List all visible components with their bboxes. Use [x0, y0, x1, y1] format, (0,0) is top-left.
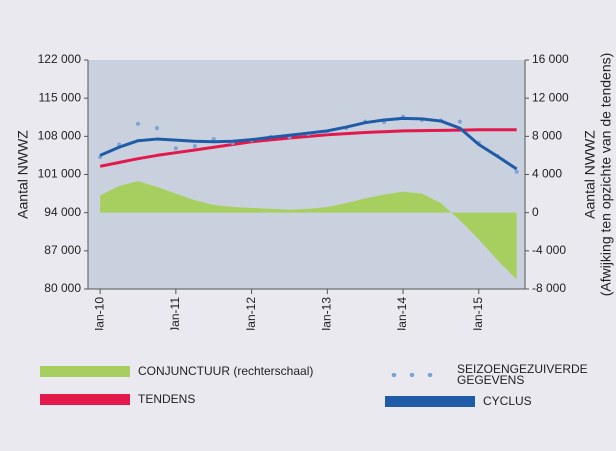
- x-tick-label: Jan-13: [319, 297, 333, 330]
- x-tick-label: Jan-11: [168, 297, 182, 330]
- legend-item: TENDENS: [40, 392, 195, 406]
- y-tick-label: 94 000: [44, 205, 81, 219]
- plot-area: [88, 60, 525, 289]
- x-tick-label: Jan-14: [395, 297, 409, 330]
- y2-tick-label: -8 000: [532, 281, 566, 295]
- y2-tick-label: 0: [532, 205, 539, 219]
- x-tick-label: Jan-12: [244, 297, 258, 330]
- dot: [211, 137, 216, 142]
- y2-axis-label: (Afwijking ten opzichte van de tendens): [598, 53, 614, 297]
- legend-swatch: [40, 393, 130, 405]
- chart: 80 000 87 000 94 000 101 000 108 000 115 000 1…: [15, 52, 614, 330]
- y-tick-label: 115 000: [39, 90, 82, 104]
- legend-label: CONJUNCTUUR (rechterschaal): [138, 364, 314, 378]
- dot: [135, 121, 140, 126]
- line: [99, 116, 518, 171]
- dot: [154, 126, 159, 131]
- y2-tick-label: -4 000: [532, 243, 566, 257]
- y-tick-label: 122 000: [38, 52, 82, 66]
- y2-tick-label: 4 000: [532, 167, 562, 181]
- y2-tick-label: 12 000: [532, 90, 569, 104]
- y-tick-label: 87 000: [44, 243, 81, 257]
- legend-label: SEIZOENGEZUIVERDE GEGEVENS: [457, 362, 588, 387]
- y-tick-label: 108 000: [38, 129, 82, 143]
- legend-item: CYCLUS: [385, 394, 532, 408]
- dot: [457, 119, 462, 124]
- x-tick-label: Jan-10: [92, 297, 106, 330]
- legend-swatch: [385, 373, 443, 377]
- area: [100, 181, 517, 280]
- x-tick-label: Jan-15: [471, 297, 485, 330]
- y-tick-label: 80 000: [44, 281, 81, 295]
- legend-item: SEIZOENGEZUIVERDE GEGEVENS: [385, 362, 588, 387]
- legend-label: CYCLUS: [483, 394, 532, 408]
- legend-swatch: [40, 365, 130, 377]
- dot: [173, 146, 178, 151]
- y-axis-label: Aantal NWWZ: [15, 130, 31, 219]
- legend-swatch: [385, 395, 475, 407]
- dot: [514, 169, 519, 174]
- y2-tick-label: 16 000: [532, 52, 569, 66]
- y2-axis-label: Aantal NWWZ: [582, 130, 598, 219]
- legend-item: CONJUNCTUUR (rechterschaal): [40, 364, 313, 378]
- dot: [192, 144, 197, 149]
- y2-tick-label: 8 000: [532, 129, 562, 143]
- legend-label: TENDENS: [138, 392, 196, 406]
- y-tick-label: 101 000: [38, 167, 82, 181]
- line: [99, 128, 517, 168]
